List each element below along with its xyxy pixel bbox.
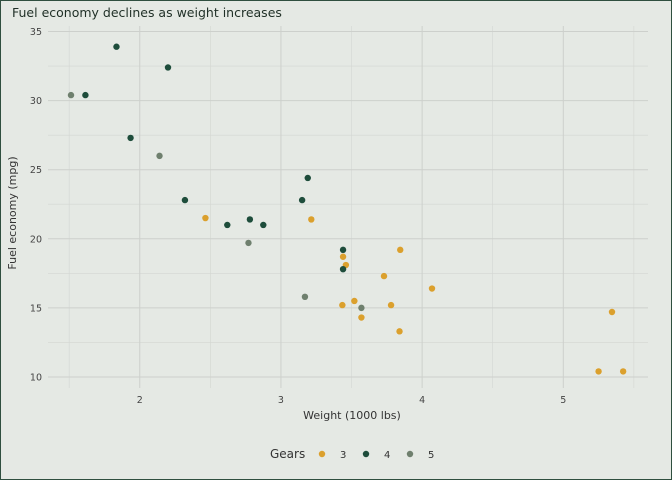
data-point-gear-4 xyxy=(339,265,347,273)
x-tick-label: 4 xyxy=(419,395,425,406)
legend-label-gear-5: 5 xyxy=(428,450,434,461)
data-point-gear-5 xyxy=(358,304,365,312)
x-tick-label: 5 xyxy=(560,395,566,406)
data-point-gear-3 xyxy=(619,368,627,375)
data-point-gear-3 xyxy=(308,216,315,223)
data-point-gear-3 xyxy=(380,272,388,280)
data-point-gear-4 xyxy=(246,216,254,223)
y-tick-label: 25 xyxy=(30,165,42,176)
chart-title: Fuel economy declines as weight increase… xyxy=(12,5,282,20)
y-axis-title: Fuel economy (mpg) xyxy=(6,156,19,269)
data-point-gear-3 xyxy=(396,328,403,335)
axis-ticks: 2 3 4 5 10 15 20 25 30 35 xyxy=(30,27,566,406)
data-point-gear-3 xyxy=(428,285,436,292)
legend-key-gear-5 xyxy=(406,450,414,458)
legend-key-gear-3 xyxy=(318,450,326,458)
data-point-gear-4 xyxy=(224,221,231,229)
data-point-gear-4 xyxy=(339,246,347,254)
plot-panel xyxy=(48,26,648,388)
y-tick-label: 35 xyxy=(30,27,42,38)
data-point-gear-4 xyxy=(127,134,134,142)
data-point-gear-4 xyxy=(164,64,172,71)
data-point-gear-4 xyxy=(298,196,306,204)
data-point-gear-4 xyxy=(181,196,189,204)
data-point-gear-4 xyxy=(113,43,120,50)
data-point-gear-3 xyxy=(358,314,365,321)
legend: Gears 3 4 5 xyxy=(270,447,434,461)
y-tick-label: 20 xyxy=(30,234,42,245)
data-point-gear-3 xyxy=(339,301,346,309)
y-tick-label: 15 xyxy=(30,303,42,314)
legend-label-gear-3: 3 xyxy=(340,450,346,461)
data-point-gear-5 xyxy=(156,152,163,160)
legend-key-gear-4 xyxy=(362,450,370,458)
legend-label-gear-4: 4 xyxy=(384,450,390,461)
data-point-gear-5 xyxy=(245,239,252,247)
y-tick-label: 30 xyxy=(30,96,42,107)
data-point-gear-3 xyxy=(202,214,209,222)
data-points xyxy=(67,43,627,375)
data-point-gear-3 xyxy=(595,368,602,375)
x-axis-title: Weight (1000 lbs) xyxy=(303,409,401,422)
legend-title: Gears xyxy=(270,447,305,461)
data-point-gear-3 xyxy=(608,308,616,316)
data-point-gear-3 xyxy=(351,297,358,305)
data-point-gear-3 xyxy=(339,253,347,260)
data-point-gear-5 xyxy=(67,91,75,99)
data-point-gear-3 xyxy=(397,246,404,254)
data-point-gear-5 xyxy=(301,293,309,301)
x-tick-label: 3 xyxy=(278,395,284,406)
x-tick-label: 2 xyxy=(137,395,143,406)
data-point-gear-3 xyxy=(387,301,395,309)
y-tick-label: 10 xyxy=(30,372,42,383)
data-point-gear-4 xyxy=(260,221,267,229)
grid xyxy=(48,26,648,388)
data-point-gear-4 xyxy=(82,91,89,99)
data-point-gear-4 xyxy=(304,174,311,182)
